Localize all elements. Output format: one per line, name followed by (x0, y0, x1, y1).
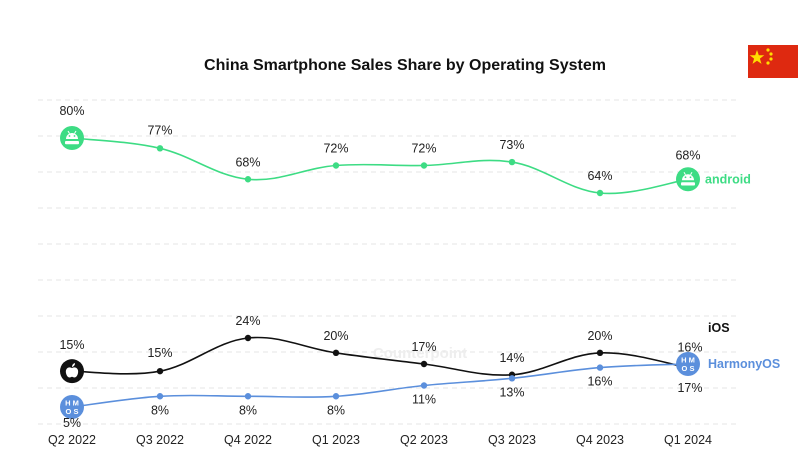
data-point-harmony (244, 393, 252, 400)
data-point-harmony (156, 393, 164, 400)
gridlines (38, 99, 740, 425)
data-label-ios: 17% (411, 340, 436, 354)
data-point-android (596, 189, 604, 197)
legend-android: android (705, 172, 751, 186)
svg-text:H M: H M (65, 399, 79, 408)
data-label-ios: 16% (677, 341, 702, 355)
x-tick-label: Q1 2023 (312, 433, 360, 447)
chart-title: China Smartphone Sales Share by Operatin… (204, 57, 606, 74)
data-label-harmony: 8% (151, 403, 169, 417)
data-point-harmony (332, 393, 340, 400)
flag-small-star (766, 48, 770, 52)
data-point-harmony (508, 375, 516, 382)
x-tick-label: Q4 2022 (224, 433, 272, 447)
data-label-android: 77% (147, 123, 172, 137)
data-label-harmony: 13% (499, 385, 524, 399)
x-tick-label: Q4 2023 (576, 433, 624, 447)
x-tick-label: Q3 2022 (136, 433, 184, 447)
watermark: Counterpoint (373, 345, 467, 362)
china-flag-icon (748, 45, 798, 78)
data-point-harmony (596, 364, 604, 371)
flag-small-star (766, 61, 770, 65)
data-label-harmony: 11% (412, 393, 436, 407)
data-point-android (508, 158, 516, 166)
svg-text:O S: O S (682, 364, 695, 373)
data-label-android: 68% (235, 155, 260, 169)
series-icons: H MO SH MO S (60, 126, 700, 419)
svg-text:O S: O S (66, 407, 79, 416)
data-label-ios: 20% (323, 329, 348, 343)
harmonyos-icon: H MO S (60, 395, 84, 419)
data-point-ios (420, 360, 428, 368)
flag-small-star (769, 57, 773, 61)
data-label-harmony: 16% (587, 375, 612, 389)
series-lines (71, 137, 689, 408)
data-labels: 80% 77% 68% 72% 72% 73% 64% 68% 15% 15% 24% 20% 17% 1… (59, 104, 702, 430)
data-label-android: 64% (587, 169, 612, 183)
data-point-android (420, 162, 428, 169)
x-tick-label: Q2 2022 (48, 433, 96, 447)
apple-icon (60, 359, 84, 384)
x-axis-ticks: Q2 2022 Q3 2022 Q4 2022 Q1 2023 Q2 2023 Q3 20… (48, 433, 712, 447)
series-line-harmony (71, 363, 689, 408)
harmonyos-icon: H MO S (676, 352, 700, 376)
data-label-ios: 20% (587, 329, 612, 343)
data-label-android: 73% (499, 138, 524, 152)
x-tick-label: Q3 2023 (488, 433, 536, 447)
data-point-android (332, 162, 340, 169)
data-point-android (156, 145, 164, 152)
data-point-ios (596, 349, 604, 357)
data-label-android: 72% (411, 142, 436, 156)
legend-harmonyos: HarmonyOS (708, 357, 780, 371)
data-point-ios (332, 349, 340, 357)
data-label-ios: 14% (499, 351, 524, 365)
data-point-ios (244, 334, 252, 342)
data-point-harmony (420, 382, 428, 389)
x-tick-label: Q2 2023 (400, 433, 448, 447)
data-label-harmony: 8% (239, 403, 257, 417)
data-label-ios: 15% (147, 346, 172, 360)
data-label-android: 68% (675, 148, 700, 162)
flag-small-star (769, 52, 773, 56)
data-label-harmony: 8% (327, 403, 345, 417)
x-tick-label: Q1 2024 (664, 433, 712, 447)
data-label-harmony: 5% (63, 416, 81, 430)
legend-ios: iOS (708, 321, 730, 335)
data-label-ios: 24% (235, 314, 260, 328)
data-point-ios (156, 367, 164, 375)
flag-field (748, 45, 798, 78)
data-label-android: 80% (59, 104, 84, 118)
android-icon (676, 167, 700, 192)
data-label-android: 72% (323, 142, 348, 156)
svg-text:H M: H M (681, 356, 695, 365)
series-line-android (71, 137, 689, 195)
data-points (156, 145, 692, 400)
data-point-android (244, 176, 252, 183)
flag-big-star (749, 50, 765, 64)
data-label-ios: 15% (59, 338, 84, 352)
series-legend: android iOS HarmonyOS (705, 172, 780, 371)
data-label-harmony: 17% (677, 381, 702, 395)
android-icon (60, 126, 84, 150)
series-line-ios (71, 336, 689, 376)
